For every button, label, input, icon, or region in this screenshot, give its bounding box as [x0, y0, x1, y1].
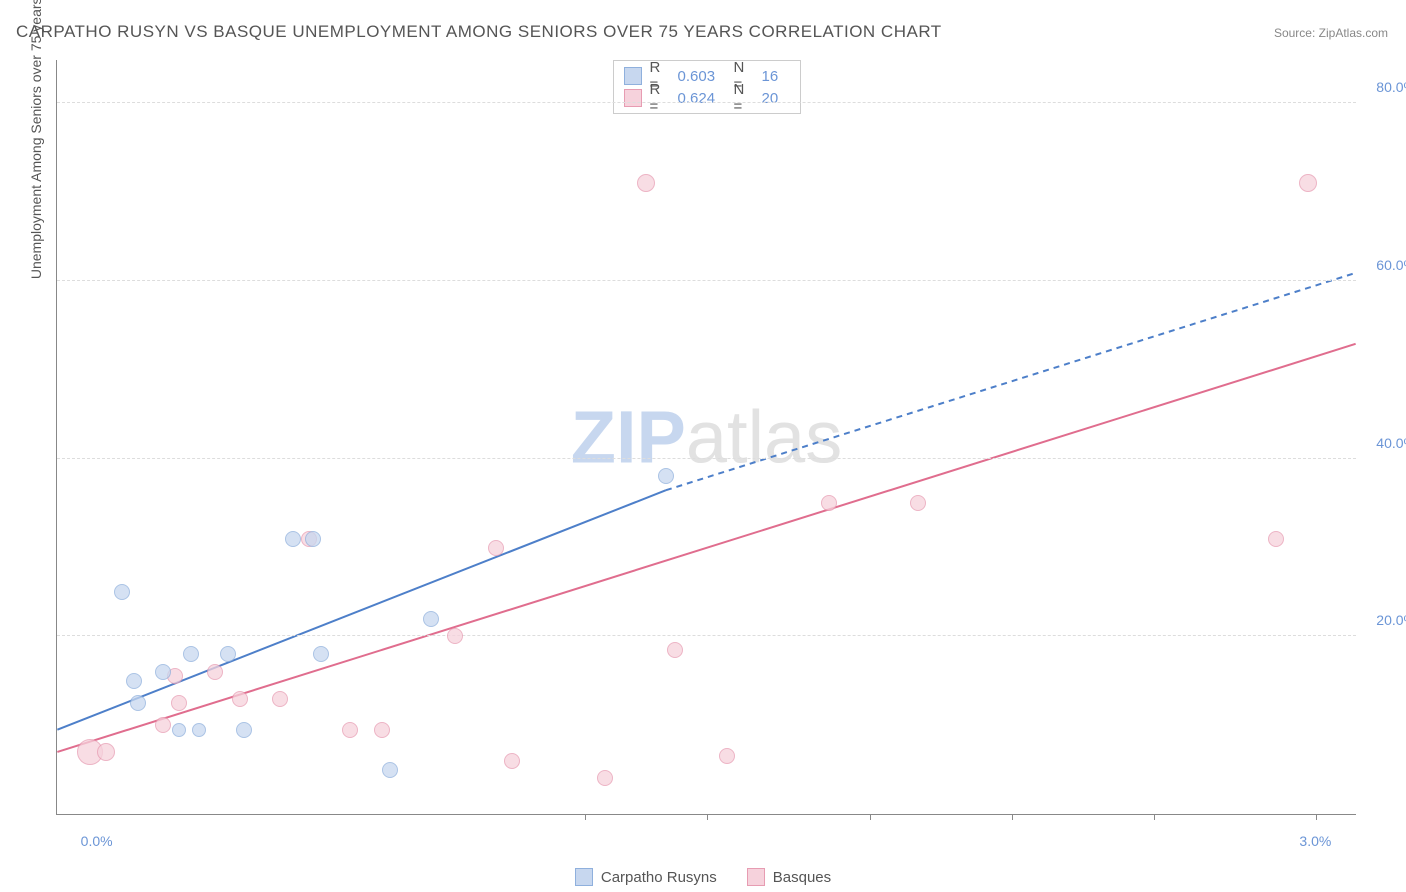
y-tick-label: 60.0% — [1366, 257, 1406, 273]
grid-line — [57, 635, 1356, 636]
chart-title: CARPATHO RUSYN VS BASQUE UNEMPLOYMENT AM… — [16, 22, 942, 42]
legend-swatch — [624, 89, 642, 107]
x-tick-label: 0.0% — [81, 833, 113, 849]
basques-point — [374, 722, 390, 738]
carpatho-point — [382, 762, 398, 778]
basques-point — [207, 664, 223, 680]
grid-line — [57, 102, 1356, 103]
grid-line — [57, 280, 1356, 281]
x-tick — [1012, 814, 1013, 820]
legend-series: Carpatho Rusyns Basques — [0, 868, 1406, 886]
legend-swatch — [575, 868, 593, 886]
carpatho-point — [313, 646, 329, 662]
basques-point — [1299, 174, 1317, 192]
y-tick-label: 20.0% — [1366, 612, 1406, 628]
legend-n-label: N = — [734, 81, 754, 115]
basques-point — [910, 495, 926, 511]
carpatho-point — [236, 722, 252, 738]
x-tick — [1316, 814, 1317, 820]
x-tick — [1154, 814, 1155, 820]
basques-point — [597, 770, 613, 786]
regression-lines — [57, 60, 1356, 814]
basques-point — [447, 628, 463, 644]
legend-swatch — [747, 868, 765, 886]
legend-swatch — [624, 67, 642, 85]
legend-n-value: 20 — [762, 90, 790, 107]
plot-area: ZIPatlas R =0.603N =16R =0.624N =20 20.0… — [56, 60, 1356, 815]
carpatho-point — [172, 723, 186, 737]
grid-line — [57, 458, 1356, 459]
basques-point — [97, 743, 115, 761]
legend-r-label: R = — [650, 81, 670, 115]
legend-r-value: 0.603 — [678, 68, 726, 85]
legend-r-value: 0.624 — [678, 90, 726, 107]
x-tick — [870, 814, 871, 820]
basques-point — [504, 753, 520, 769]
basques-point — [171, 695, 187, 711]
basques-point — [488, 540, 504, 556]
chart-source: Source: ZipAtlas.com — [1274, 26, 1388, 40]
carpatho-point — [126, 673, 142, 689]
y-tick-label: 80.0% — [1366, 79, 1406, 95]
carpatho-point — [114, 584, 130, 600]
carpatho-point — [305, 531, 321, 547]
basques-point — [821, 495, 837, 511]
legend-item: Carpatho Rusyns — [575, 868, 717, 886]
basques-point — [272, 691, 288, 707]
basques-point — [232, 691, 248, 707]
watermark: ZIPatlas — [571, 395, 842, 480]
legend-label: Carpatho Rusyns — [601, 869, 717, 886]
carpatho-point — [423, 611, 439, 627]
carpatho-point — [658, 468, 674, 484]
legend-item: Basques — [747, 868, 831, 886]
carpatho-point — [155, 664, 171, 680]
carpatho-point — [285, 531, 301, 547]
carpatho-point — [220, 646, 236, 662]
y-axis-label: Unemployment Among Seniors over 75 years — [28, 0, 44, 279]
basques-point — [1268, 531, 1284, 547]
carpatho-point — [130, 695, 146, 711]
legend-label: Basques — [773, 869, 831, 886]
basques-point — [342, 722, 358, 738]
x-tick — [585, 814, 586, 820]
x-tick — [707, 814, 708, 820]
basques-point — [637, 174, 655, 192]
x-tick-label: 3.0% — [1299, 833, 1331, 849]
legend-stats: R =0.603N =16R =0.624N =20 — [613, 60, 801, 114]
basques-point — [719, 748, 735, 764]
legend-n-value: 16 — [762, 68, 790, 85]
basques-point — [155, 717, 171, 733]
basques-point — [667, 642, 683, 658]
y-tick-label: 40.0% — [1366, 435, 1406, 451]
carpatho-point — [192, 723, 206, 737]
carpatho-point — [183, 646, 199, 662]
